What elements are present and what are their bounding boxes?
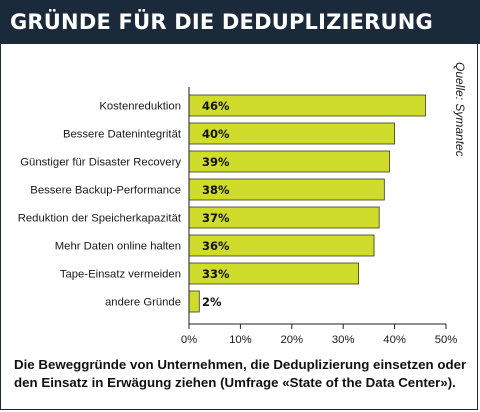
data-label: 36% xyxy=(202,239,230,253)
bar-chart: Kostenreduktion 46% Bessere Datenintegritä… xyxy=(18,87,458,344)
category-label: Mehr Daten online halten xyxy=(55,241,181,253)
x-tick-label: 50% xyxy=(435,334,458,344)
x-tick-label: 20% xyxy=(280,334,303,344)
x-tick-label: 10% xyxy=(229,334,252,344)
x-tick-label: 0% xyxy=(181,334,197,344)
source-label: Quelle: Symantec xyxy=(453,62,466,156)
chart-caption: Die Beweggründe von Unternehmen, die Ded… xyxy=(14,357,467,390)
category-label: Kostenreduktion xyxy=(99,101,181,113)
data-label: 40% xyxy=(202,127,230,141)
category-label: Bessere Datenintegrität xyxy=(63,129,182,141)
x-tick-label: 30% xyxy=(332,334,355,344)
data-label: 33% xyxy=(202,267,230,281)
data-label: 39% xyxy=(202,155,230,169)
data-label: 46% xyxy=(202,99,230,113)
data-label: 37% xyxy=(202,211,230,225)
x-tick-label: 40% xyxy=(383,334,406,344)
category-label: andere Gründe xyxy=(105,297,181,309)
source-text: Quelle: Symantec xyxy=(453,62,466,156)
data-label: 2% xyxy=(202,295,222,309)
category-label: Bessere Backup-Performance xyxy=(30,185,181,197)
bar xyxy=(188,290,200,313)
chart-title: GRÜNDE FÜR DIE DEDUPLIZIERUNG xyxy=(10,10,433,34)
category-label: Tape-Einsatz vermeiden xyxy=(60,269,181,281)
category-label: Reduktion der Speicherkapazität xyxy=(18,213,182,225)
title-bar: GRÜNDE FÜR DIE DEDUPLIZIERUNG xyxy=(0,0,480,44)
category-label: Günstiger für Disaster Recovery xyxy=(20,157,181,169)
data-label: 38% xyxy=(202,183,230,197)
